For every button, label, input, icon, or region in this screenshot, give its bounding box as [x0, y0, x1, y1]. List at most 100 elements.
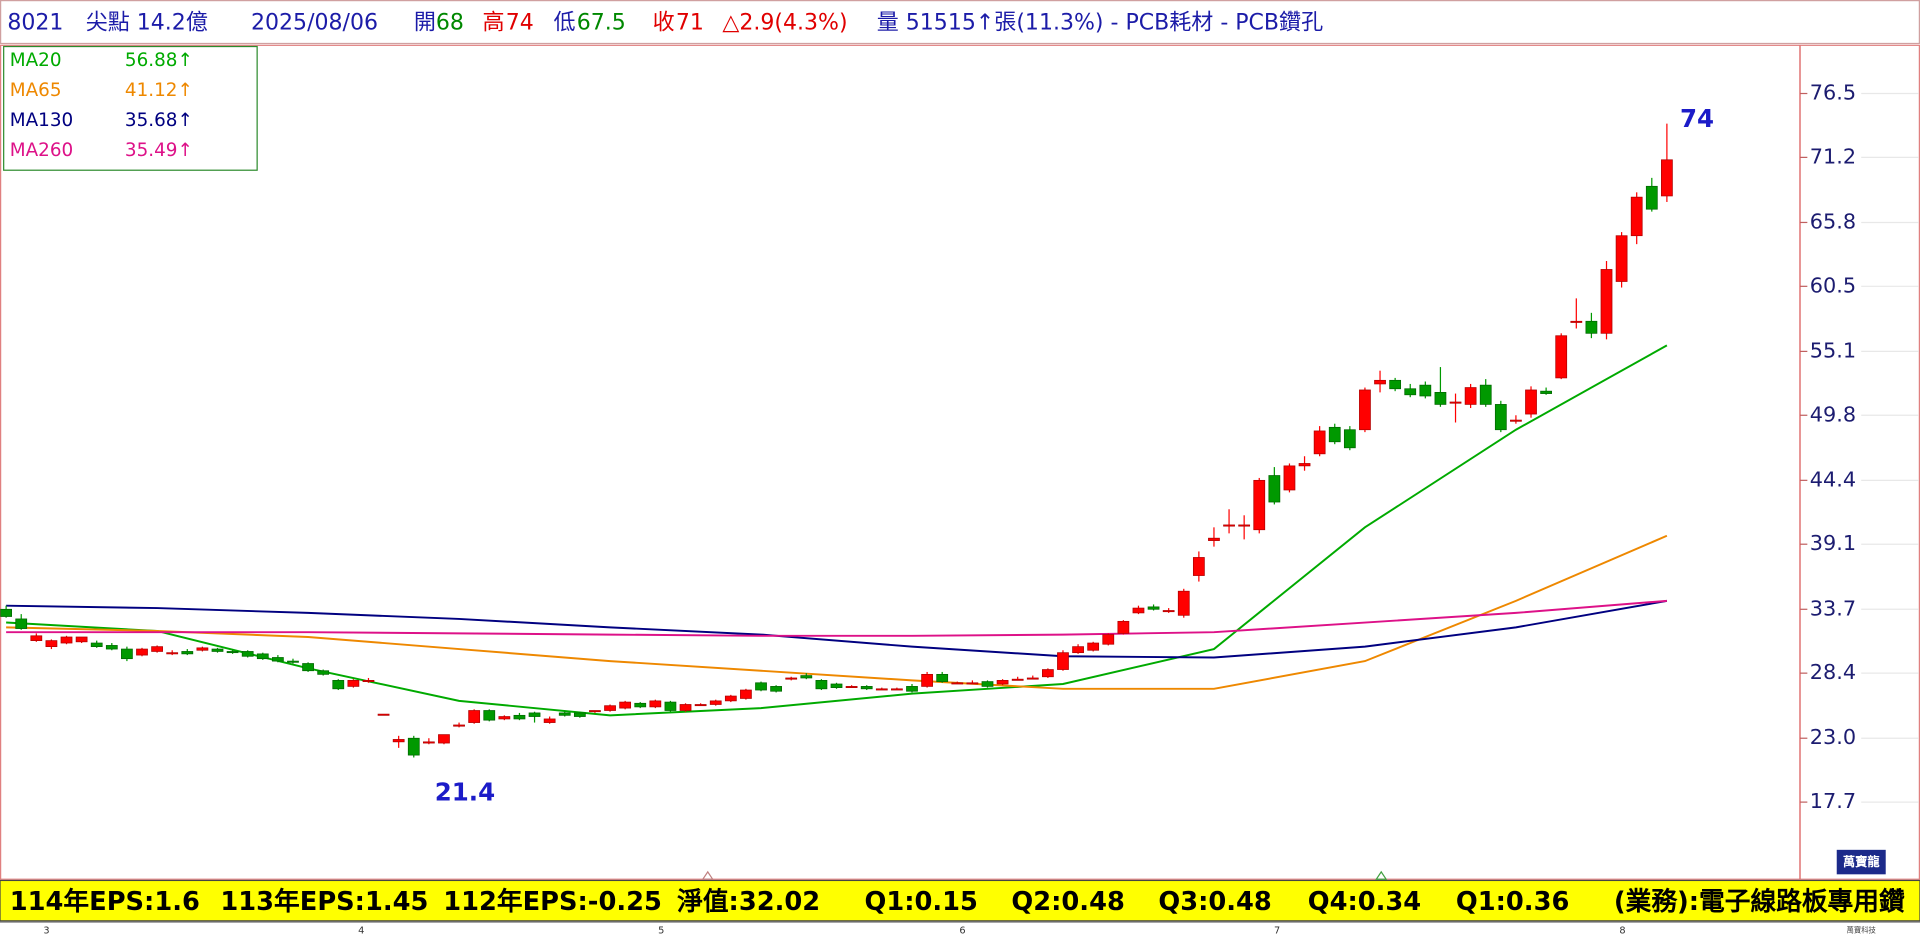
- header-item: 尖點 14.2億: [86, 10, 208, 35]
- candle-body: [815, 680, 828, 690]
- x-tick-label: 3: [43, 926, 49, 937]
- logo: 萬寶龍: [1843, 854, 1880, 869]
- candle-body: [166, 652, 179, 655]
- candle-body: [1359, 389, 1371, 431]
- candle-body: [1464, 387, 1477, 405]
- candle-body: [1208, 537, 1220, 541]
- header-item: 低: [553, 10, 575, 35]
- candle-body: [649, 700, 662, 708]
- ma-line: [6, 534, 1668, 690]
- y-tick-label: 44.4: [1810, 467, 1856, 491]
- candle-body: [1268, 475, 1281, 503]
- footer-item: 淨值:32.02: [677, 887, 820, 917]
- candle-body: [453, 724, 465, 727]
- candle-body: [407, 737, 420, 756]
- candle-body: [1117, 620, 1130, 634]
- candle-body: [45, 640, 58, 648]
- candle-body: [483, 710, 496, 721]
- y-tick-label: 23.0: [1810, 725, 1856, 749]
- candle-body: [543, 718, 556, 723]
- candle-body: [1600, 269, 1613, 334]
- candle-body: [1072, 646, 1084, 654]
- candle-body: [1404, 388, 1417, 396]
- header-item: 高: [482, 10, 504, 35]
- candle-body: [392, 739, 405, 743]
- candle-body: [256, 653, 269, 660]
- candle-body: [830, 683, 843, 688]
- candle-body: [438, 734, 450, 744]
- candle-body: [1374, 379, 1386, 385]
- candle-body: [619, 701, 632, 709]
- y-tick-label: 71.2: [1810, 144, 1856, 168]
- candle-body: [15, 618, 28, 629]
- candle-body: [845, 686, 858, 689]
- annotation: 74: [1680, 104, 1714, 133]
- legend-value: 35.49↑: [125, 140, 193, 161]
- candle-body: [1147, 606, 1160, 610]
- candle-body: [1570, 320, 1583, 323]
- legend-value: 56.88↑: [125, 50, 193, 71]
- candle-body: [1449, 401, 1462, 404]
- legend-value: 35.68↑: [125, 110, 193, 131]
- candle-body: [1223, 524, 1235, 527]
- ma-line: [6, 599, 1667, 637]
- candle-body: [105, 645, 118, 650]
- candle-body: [332, 680, 345, 690]
- candle-body: [558, 712, 571, 716]
- y-tick-label: 65.8: [1810, 209, 1856, 233]
- candle-body: [1102, 634, 1115, 645]
- candle-body: [604, 705, 616, 711]
- candle-body: [241, 651, 254, 657]
- candle-body: [513, 714, 526, 720]
- legend-name: MA260: [10, 140, 73, 161]
- candle-body: [589, 710, 601, 713]
- candle-body: [1630, 196, 1643, 237]
- candle-body: [422, 741, 435, 744]
- legend-name: MA20: [10, 50, 62, 71]
- candle-body: [211, 648, 224, 652]
- candle-body: [287, 660, 299, 663]
- candle-body: [1057, 652, 1069, 670]
- candle-body: [573, 712, 586, 717]
- candle-body: [936, 673, 949, 682]
- y-tick-label: 49.8: [1810, 402, 1856, 426]
- candle-body: [1328, 426, 1341, 443]
- candle-body: [724, 695, 737, 702]
- candle-body: [528, 712, 541, 717]
- candle-body: [317, 670, 330, 675]
- candle-body: [1298, 463, 1311, 467]
- candle-body: [90, 642, 103, 648]
- footer-bar: [0, 879, 1920, 922]
- annotation: 21.4: [435, 778, 495, 807]
- x-tick-label: 6: [959, 926, 965, 937]
- candle-body: [1238, 524, 1251, 527]
- candle-body: [634, 702, 647, 708]
- candle-body: [0, 608, 12, 617]
- x-tick-label: 7: [1274, 926, 1280, 937]
- x-tick-label: 4: [358, 926, 364, 937]
- footer-item: 114年EPS:1.6: [10, 886, 200, 917]
- legend-value: 41.12↑: [125, 80, 193, 101]
- y-tick-label: 55.1: [1810, 338, 1856, 362]
- candle-body: [1555, 335, 1568, 379]
- y-tick-label: 76.5: [1810, 81, 1856, 105]
- candle-body: [272, 657, 284, 662]
- candle-body: [694, 704, 707, 707]
- candle-body: [1283, 465, 1296, 491]
- candle-body: [1026, 677, 1039, 680]
- candle-body: [785, 677, 798, 680]
- candle-body: [1645, 185, 1658, 210]
- candle-body: [891, 688, 903, 691]
- brand: 萬寶科技: [1847, 926, 1877, 935]
- candle-body: [1510, 419, 1522, 422]
- footer-item: Q2:0.48: [1011, 887, 1124, 917]
- legend-name: MA130: [10, 110, 73, 131]
- candle-body: [377, 713, 390, 716]
- candle-body: [1525, 389, 1537, 415]
- candle-body: [302, 663, 314, 672]
- header-item: 68: [436, 10, 464, 35]
- candle-body: [1419, 384, 1432, 397]
- footer-item: Q3:0.48: [1158, 887, 1271, 917]
- y-tick-label: 39.1: [1810, 531, 1856, 555]
- candle-body: [951, 682, 964, 685]
